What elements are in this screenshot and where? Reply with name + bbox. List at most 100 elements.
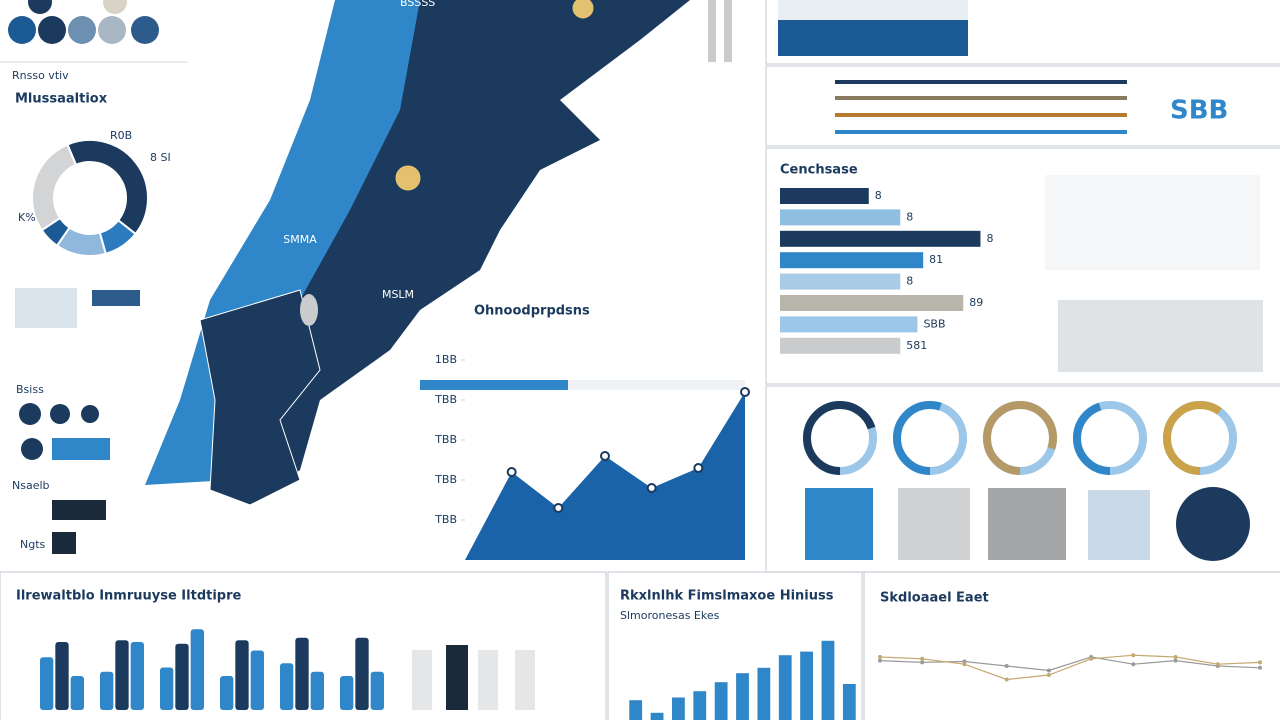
point	[506, 467, 517, 477]
thumbnails	[8, 0, 159, 44]
bar	[780, 230, 981, 247]
bar	[370, 671, 384, 710]
progress-bar	[835, 80, 1127, 84]
bar	[160, 667, 174, 710]
point	[1215, 662, 1220, 667]
progress: SBB	[835, 80, 1228, 134]
point	[878, 655, 882, 659]
bar	[130, 642, 144, 710]
skyline-image	[778, 20, 968, 56]
bar	[100, 671, 114, 710]
bar	[821, 640, 835, 720]
spike-chart	[1045, 175, 1260, 270]
point	[878, 658, 882, 663]
bar	[55, 642, 69, 710]
bar	[235, 640, 249, 710]
ring-value	[1163, 401, 1237, 475]
figure	[446, 645, 468, 710]
figure	[478, 650, 498, 710]
tile	[1088, 490, 1150, 560]
icon	[50, 404, 70, 424]
chart-title: Rkxlnlhk Fimslmaxoe Hiniuss	[620, 589, 834, 604]
point	[1173, 658, 1178, 663]
point	[1258, 660, 1262, 665]
y-tick-label: TBB	[434, 513, 457, 526]
line	[879, 656, 1261, 672]
bar-note: 8	[986, 232, 993, 245]
ring-value	[803, 401, 877, 475]
progress-bar	[835, 113, 1127, 117]
point	[1089, 656, 1094, 661]
bar	[780, 252, 924, 269]
legend-swatch	[52, 500, 106, 520]
bar	[693, 691, 707, 720]
bar	[780, 316, 918, 333]
section-title: Mlussaaltiox	[15, 92, 108, 107]
point	[646, 483, 657, 493]
figure	[412, 650, 432, 710]
panel	[863, 571, 1280, 720]
bar	[190, 629, 204, 710]
bar-note: SBB	[923, 317, 945, 330]
figures	[412, 645, 535, 710]
ring-value	[1073, 401, 1147, 475]
thumb	[28, 0, 52, 14]
point	[1004, 677, 1009, 682]
map-pin	[569, 0, 597, 22]
bar	[340, 676, 354, 710]
bar-note: 581	[906, 339, 927, 352]
info-card	[15, 288, 77, 328]
bar-decor	[724, 0, 732, 62]
figure	[515, 650, 535, 710]
legend-swatch	[52, 438, 110, 460]
annotation: K%	[18, 211, 36, 224]
chart-subtitle: Slmoronesas Ekes	[620, 609, 720, 622]
bar	[295, 637, 309, 710]
chart-title: Cenchsase	[780, 163, 858, 178]
annotation: 8 SI	[150, 151, 171, 164]
tile	[988, 488, 1066, 560]
bar	[672, 697, 685, 720]
map-region	[215, 0, 690, 505]
tile	[898, 488, 970, 560]
bar	[780, 209, 901, 226]
chart-title: Ohnoodprpdsns	[474, 304, 590, 319]
panel	[607, 571, 863, 720]
image-tiles	[805, 487, 1250, 561]
bar	[778, 655, 792, 720]
bar	[714, 682, 728, 720]
label: Bsiss	[16, 383, 44, 396]
panel	[0, 571, 607, 720]
point	[1004, 664, 1009, 668]
bar	[780, 337, 901, 354]
ring-value	[983, 401, 1057, 475]
point	[962, 662, 967, 667]
bar	[629, 700, 643, 720]
legend-swatch	[52, 532, 76, 554]
map-label: MSLM	[382, 288, 414, 301]
y-tick-label: TBB	[434, 433, 457, 446]
bar	[800, 651, 813, 720]
point	[1131, 662, 1136, 667]
thumb	[38, 16, 66, 44]
bar	[757, 667, 771, 720]
thumb	[68, 16, 96, 44]
point	[600, 451, 610, 461]
tile	[1176, 487, 1250, 561]
bar-note: 89	[969, 296, 983, 309]
y-tick-label: 1BB	[435, 353, 457, 366]
panel	[765, 65, 1280, 147]
bar	[250, 650, 264, 710]
bar	[736, 673, 749, 720]
pie-slice	[66, 139, 149, 236]
point	[1046, 673, 1051, 677]
progress-bar	[568, 380, 745, 390]
spike-chart	[1058, 300, 1263, 372]
point	[1046, 668, 1051, 673]
icon	[19, 403, 41, 425]
tile	[805, 488, 873, 560]
progress-bar	[835, 96, 1127, 100]
kpi-value: SBB	[1170, 96, 1228, 126]
progress-bar	[420, 380, 568, 390]
